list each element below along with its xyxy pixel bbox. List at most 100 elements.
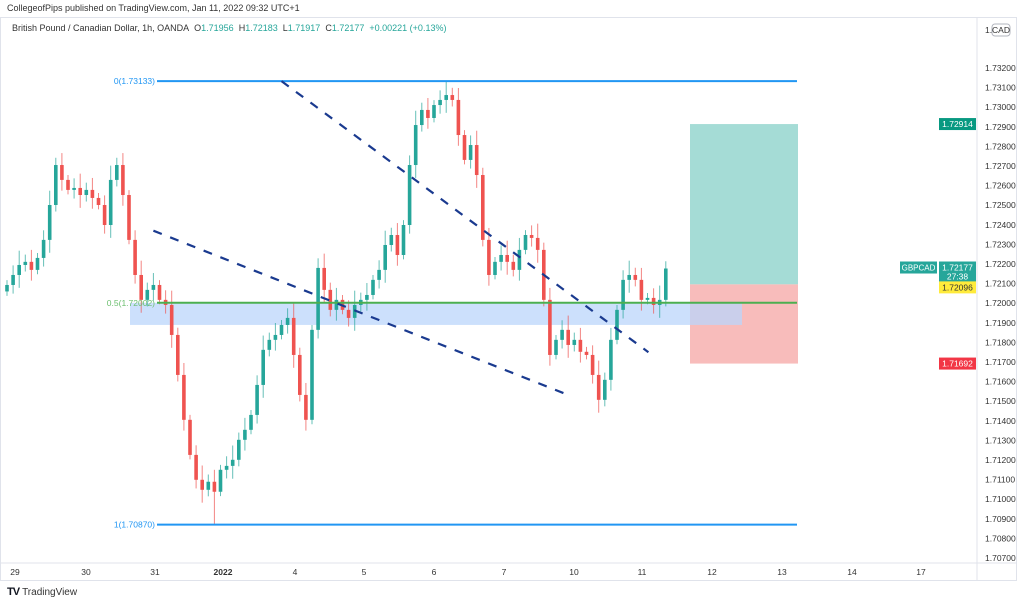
time-tick-label: 30 [81, 567, 91, 577]
chart-panel[interactable] [0, 17, 1017, 581]
candle-up [108, 179, 113, 225]
time-tick-label: 11 [638, 567, 647, 577]
price-tick-label: 1.71600 [985, 377, 1016, 387]
price-tick-label: 1.73000 [985, 102, 1016, 112]
candle-down [157, 284, 162, 300]
price-tick-label: 1.72200 [985, 259, 1016, 269]
candle-up [206, 481, 211, 490]
candle-down [462, 135, 467, 160]
candle-up [572, 339, 577, 345]
symbol-tag-label: GBPCAD [902, 264, 936, 273]
stop-price-label: 1.71692 [942, 359, 973, 369]
candle-up [438, 99, 442, 106]
candle-down [590, 354, 595, 375]
candle-up [255, 384, 259, 415]
candle-up [371, 279, 375, 295]
falling-wedge-trendline [280, 80, 650, 354]
price-tick-label: 1.70800 [985, 533, 1016, 543]
candle-down [29, 261, 34, 270]
price-tick-label: 1.72100 [985, 279, 1016, 289]
candle-down [487, 239, 491, 275]
price-tick-label: 1.72600 [985, 181, 1016, 191]
price-tick-label: 1.71900 [985, 318, 1016, 328]
candle-down [102, 205, 107, 225]
candle-down [474, 145, 479, 176]
price-tick-label: 1.72900 [985, 122, 1016, 132]
candle-down [505, 254, 509, 262]
entry-price-label-bg [939, 281, 976, 294]
candle-up [432, 105, 436, 118]
time-tick-label: 14 [847, 567, 857, 577]
candle-down [121, 165, 125, 196]
candle-down [511, 261, 516, 270]
candle-down [60, 165, 64, 180]
price-tick-label: 1.72500 [985, 200, 1016, 210]
entry-price-label: 1.72096 [942, 282, 973, 292]
candle-up [72, 187, 76, 190]
time-tick-label: 10 [569, 567, 579, 577]
candle-up [23, 261, 28, 265]
candle-up [365, 294, 369, 300]
candle-down [182, 374, 186, 420]
bar-countdown-label: 27:38 [947, 272, 969, 282]
time-tick-label: 29 [10, 567, 20, 577]
candle-up [627, 274, 631, 280]
candle-up [279, 324, 284, 335]
candle-up [334, 299, 339, 310]
candle-up [493, 261, 497, 275]
candle-down [450, 95, 455, 100]
candle-down [584, 351, 589, 355]
target-price-label-bg [939, 118, 976, 131]
time-tick-label: 17 [916, 567, 926, 577]
price-tick-label: 1.71000 [985, 494, 1016, 504]
candle-up [151, 284, 156, 290]
price-tick-label: 1.72400 [985, 220, 1016, 230]
candle-up [560, 329, 564, 340]
candle-up [664, 268, 668, 300]
price-tick-label: 1.71500 [985, 396, 1016, 406]
candle-up [17, 264, 21, 275]
candle-down [578, 339, 583, 352]
candle-down [127, 195, 131, 240]
low-label: L [282, 23, 288, 33]
candle-down [395, 234, 400, 255]
price-tick-label: 1.70700 [985, 553, 1016, 563]
candle-up [420, 109, 424, 126]
candle-down [90, 189, 95, 198]
high-label: H [238, 23, 246, 33]
candle-down [304, 394, 308, 420]
candle-up [145, 289, 150, 300]
candle-up [407, 165, 412, 225]
price-tick-label: 1.73200 [985, 63, 1016, 73]
symbol-tag-bg [900, 261, 937, 274]
take-profit-zone [690, 124, 798, 285]
candle-down [633, 274, 638, 280]
candle-up [115, 165, 119, 180]
close-label: C [325, 23, 332, 33]
candle-down [456, 99, 461, 136]
candle-down [78, 187, 82, 196]
tradingview-logo[interactable]: TV TradingView [7, 586, 77, 598]
candle-down [188, 419, 192, 455]
last-price-label: 1.72177 [942, 263, 973, 273]
price-tick-label: 1.71700 [985, 357, 1016, 367]
candle-up [615, 309, 619, 340]
support-zone [130, 302, 742, 325]
candle-up [499, 254, 503, 262]
high-value: 1.72183 [245, 23, 278, 33]
time-tick-label: 4 [293, 567, 298, 577]
price-scale-prefix: 1. [985, 25, 992, 35]
close-value: 1.72177 [331, 23, 365, 33]
price-tick-label: 1.72700 [985, 161, 1016, 171]
candle-up [41, 239, 46, 258]
candle-down [481, 175, 485, 240]
candle-up [316, 267, 320, 330]
candle-down [194, 454, 198, 480]
candle-down [200, 479, 204, 490]
candle-down [298, 354, 302, 395]
time-tick-label: 2022 [214, 567, 233, 577]
candle-up [35, 257, 40, 270]
price-tick-label: 1.73100 [985, 83, 1016, 93]
time-tick-label: 6 [432, 567, 437, 577]
